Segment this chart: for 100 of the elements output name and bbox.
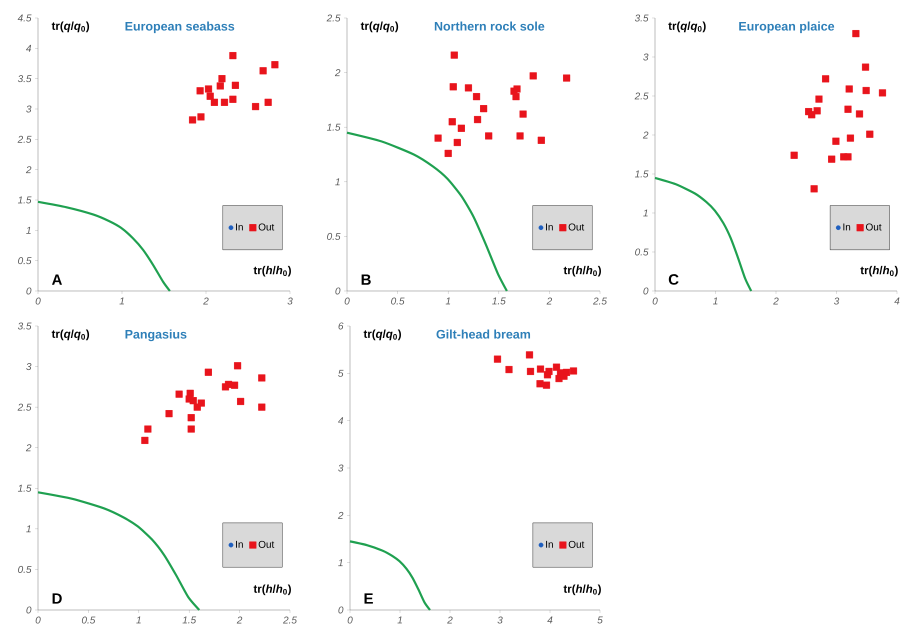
y-tick-label: 1 — [335, 178, 340, 186]
line-series — [654, 176, 752, 292]
point — [485, 132, 492, 140]
point — [538, 136, 545, 144]
x-tick-label: 4 — [894, 298, 900, 304]
point — [862, 86, 870, 94]
point — [832, 138, 840, 145]
x-tick-label: 0 — [36, 298, 41, 305]
point — [271, 61, 278, 68]
x-tick-label: 1.5 — [492, 298, 506, 304]
x-tick-label: 2 — [773, 298, 779, 304]
point — [252, 102, 260, 110]
annotation: B — [362, 274, 371, 285]
y-tick-label: 3 — [338, 464, 344, 472]
x-tick-label: 1 — [119, 298, 124, 304]
point — [516, 132, 524, 140]
x-tick-label: 0 — [36, 616, 41, 624]
y-axis-title: tr(q/q$_{0}$) — [668, 22, 706, 32]
y-tick-label: 1 — [643, 210, 648, 216]
y-tick-label: 1 — [26, 226, 31, 234]
y-tick-label: 2 — [642, 132, 648, 138]
y-tick-label: 2.5 — [18, 404, 32, 411]
legend-label: In — [236, 540, 243, 548]
annotation: E — [364, 593, 373, 604]
x-axis-title: tr(h/h$_{0}$) — [564, 584, 601, 596]
y-tick-label: 2.5 — [18, 136, 32, 143]
x-tick-label: 2 — [203, 298, 209, 304]
point — [810, 185, 818, 192]
point — [852, 30, 860, 38]
point — [210, 98, 218, 106]
point — [552, 364, 560, 371]
y-tick-label: 0.5 — [18, 257, 32, 264]
annotation: D — [52, 593, 62, 604]
x-tick-label: 0 — [348, 616, 353, 624]
point — [822, 75, 830, 82]
y-axis-title: tr(q/q$_{0}$) — [52, 330, 90, 340]
x-tick-label: 1.5 — [182, 616, 196, 624]
y-tick-label: 1 — [338, 559, 343, 566]
point — [229, 52, 236, 60]
point — [464, 84, 472, 92]
line-series — [348, 540, 432, 612]
point — [526, 351, 534, 358]
point — [530, 72, 537, 80]
point — [454, 138, 461, 146]
y-tick-label: 1 — [26, 525, 31, 532]
x-tick-label: 1 — [446, 298, 450, 304]
point — [264, 98, 272, 106]
point — [536, 365, 544, 373]
annotation: A — [52, 274, 62, 285]
line-series — [346, 132, 508, 292]
y-tick-label: 3.5 — [634, 14, 649, 22]
x-tick-label: 3 — [497, 616, 503, 624]
y-axis-title: tr(q/q$_{0}$) — [364, 330, 401, 340]
y-tick-label: 1.5 — [18, 196, 32, 204]
x-tick-label: 2.5 — [593, 298, 607, 305]
chart-title: Northern rock sole — [434, 22, 544, 31]
x-tick-label: 1 — [713, 298, 718, 304]
x-tick-label: 3 — [834, 298, 840, 305]
point — [237, 398, 244, 406]
x-tick-label: 1 — [136, 616, 141, 624]
point — [144, 425, 152, 433]
x-tick-label: 1 — [398, 616, 402, 624]
point — [563, 74, 570, 82]
point — [846, 85, 853, 93]
x-tick-label: 3 — [287, 298, 293, 305]
point — [218, 75, 226, 82]
x-axis-title: tr(h/h$_{0}$) — [860, 266, 898, 277]
point — [188, 414, 195, 422]
point — [448, 118, 456, 126]
x-tick-label: 2 — [546, 298, 552, 304]
legend-label: In — [843, 224, 850, 230]
y-tick-label: 0.5 — [18, 566, 32, 573]
y-tick-label: 0.5 — [327, 232, 341, 240]
x-tick-label: 0.5 — [391, 298, 405, 305]
chart-title: European plaice — [739, 22, 834, 34]
y-tick-label: 1.5 — [326, 124, 341, 131]
point — [197, 113, 205, 120]
point — [866, 130, 874, 138]
point — [505, 366, 513, 374]
legend-label: In — [546, 224, 553, 230]
y-tick-label: 3.5 — [18, 75, 32, 82]
point — [434, 134, 442, 142]
y-tick-label: 0 — [26, 287, 32, 295]
legend-label: Out — [568, 540, 584, 548]
point — [513, 85, 521, 93]
point — [844, 153, 852, 160]
point — [545, 368, 553, 376]
point — [204, 85, 212, 93]
point — [196, 87, 204, 94]
point — [450, 83, 457, 90]
line-series — [36, 200, 171, 292]
x-axis-title: tr(h/h$_{0}$) — [254, 266, 291, 277]
point — [220, 98, 228, 106]
y-tick-label: 0 — [335, 287, 340, 295]
point — [204, 368, 212, 376]
y-tick-label: 0 — [26, 606, 32, 614]
point — [862, 64, 870, 71]
point — [444, 150, 452, 157]
point — [206, 92, 214, 100]
point — [494, 356, 502, 363]
